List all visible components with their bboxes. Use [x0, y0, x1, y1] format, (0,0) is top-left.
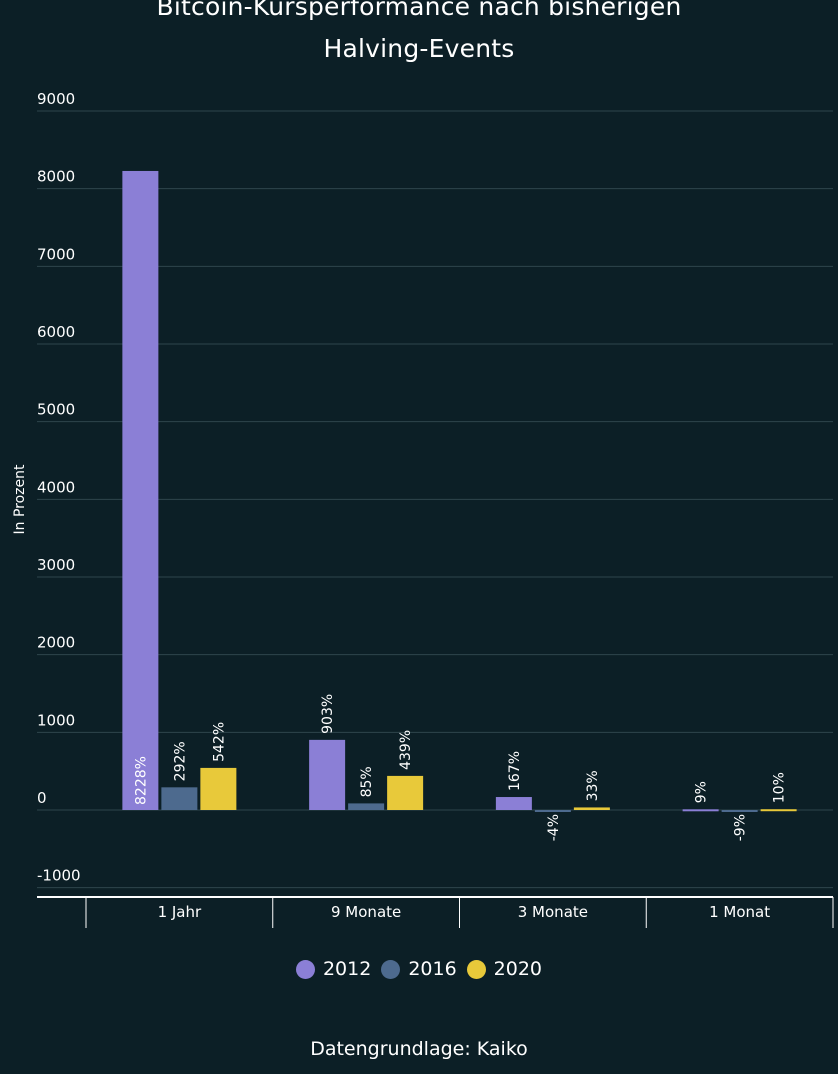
bar-2012	[682, 809, 719, 812]
legend-item-2012[interactable]: 2012	[295, 958, 372, 980]
chart-title-line-2: Halving-Events	[323, 34, 515, 63]
bar-2012	[122, 170, 159, 810]
bar-2016	[161, 787, 198, 810]
bar-2016	[534, 810, 571, 812]
legend-label: 2020	[493, 958, 543, 980]
bar-2012	[495, 797, 532, 810]
bar-2012	[309, 739, 346, 810]
data-label: 85%	[359, 766, 375, 797]
bar-2020	[387, 775, 424, 810]
data-label: 439%	[398, 730, 414, 770]
data-label: 167%	[507, 751, 523, 791]
legend-swatch	[381, 959, 401, 979]
bar-2016	[721, 810, 758, 812]
data-label: 33%	[585, 770, 601, 801]
legend-swatch	[295, 959, 315, 979]
y-tick-label: 8000	[37, 168, 75, 186]
y-tick-label: 1000	[37, 711, 75, 729]
bar-2020	[200, 767, 237, 810]
data-label: 903%	[320, 694, 336, 734]
y-tick-label: 4000	[37, 478, 75, 496]
data-source-note: Datengrundlage: Kaiko	[310, 1038, 528, 1060]
y-axis-title: In Prozent	[12, 464, 28, 534]
x-tick-label: 9 Monate	[331, 903, 401, 921]
data-label: 8228%	[133, 756, 149, 805]
legend-label: 2012	[322, 958, 372, 980]
y-tick-label: 5000	[37, 401, 75, 419]
x-tick-label: 3 Monate	[518, 903, 588, 921]
chart-title: Bitcoin-Kursperformance nach bisherigen …	[0, 0, 838, 70]
y-tick-label: 9000	[37, 90, 75, 108]
bar-2016	[348, 803, 385, 810]
chart-title-line-1: Bitcoin-Kursperformance nach bisherigen	[156, 0, 682, 21]
bar-2020	[760, 809, 797, 812]
y-tick-label: 7000	[37, 245, 75, 263]
y-tick-label: 0	[37, 789, 47, 807]
x-tick-label: 1 Monat	[709, 903, 770, 921]
x-tick-label: 1 Jahr	[158, 903, 202, 921]
y-tick-label: 6000	[37, 323, 75, 341]
legend-item-2016[interactable]: 2016	[381, 958, 457, 980]
legend-label: 2016	[408, 958, 457, 980]
y-tick-label: 3000	[37, 556, 75, 574]
chart-legend: 2012 2016 2020	[0, 958, 838, 980]
data-label: -9%	[733, 814, 749, 841]
y-tick-label: -1000	[37, 867, 81, 885]
legend-swatch	[466, 959, 486, 979]
data-label: 9%	[694, 781, 710, 803]
bar-2020	[573, 807, 610, 810]
data-label: 292%	[172, 741, 188, 781]
data-label: 10%	[772, 772, 788, 803]
legend-item-2020[interactable]: 2020	[466, 958, 543, 980]
data-label: 542%	[211, 722, 227, 762]
data-label: -4%	[546, 814, 562, 841]
y-tick-label: 2000	[37, 634, 75, 652]
